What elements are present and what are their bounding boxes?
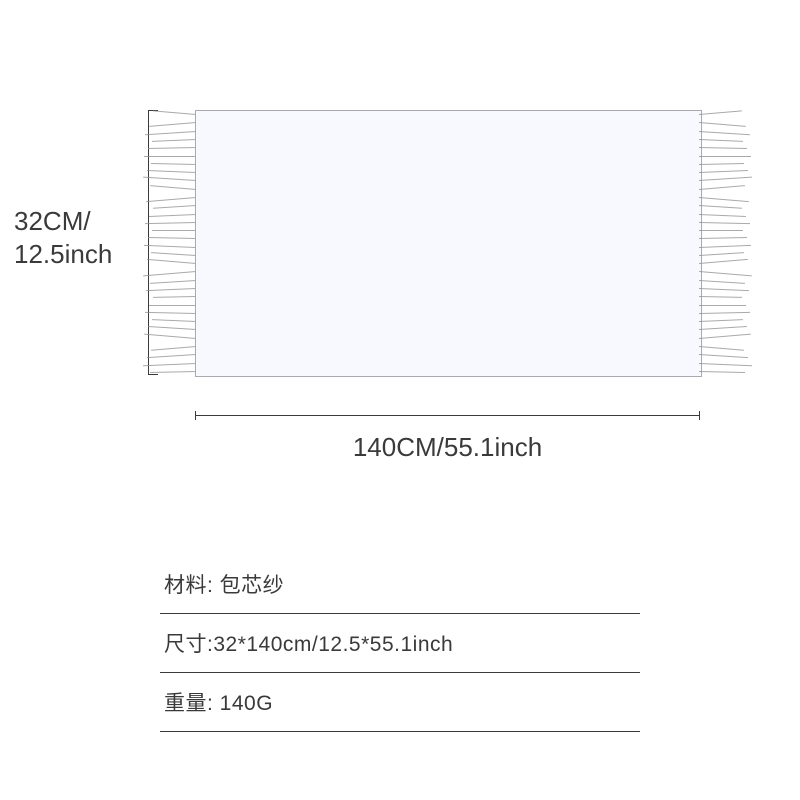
scarf-fringe-right	[699, 110, 747, 375]
spec-key: 尺寸:	[164, 633, 213, 656]
height-dimension-label: 32CM/ 12.5inch	[14, 205, 144, 270]
height-dimension-line	[148, 110, 149, 375]
height-line2: 12.5inch	[14, 239, 112, 269]
scarf-fringe-left	[148, 110, 196, 375]
width-dimension-label: 140CM/55.1inch	[195, 432, 700, 463]
spec-value: 140G	[220, 692, 273, 715]
spec-table: 材料: 包芯纱 尺寸:32*140cm/12.5*55.1inch 重量: 14…	[160, 555, 640, 732]
scarf-body	[195, 110, 702, 377]
spec-value: 包芯纱	[220, 574, 285, 597]
spec-key: 材料:	[164, 574, 220, 597]
height-line1: 32CM/	[14, 206, 91, 236]
spec-row-weight: 重量: 140G	[160, 673, 640, 732]
spec-value: 32*140cm/12.5*55.1inch	[213, 633, 453, 656]
spec-row-size: 尺寸:32*140cm/12.5*55.1inch	[160, 614, 640, 673]
spec-key: 重量:	[164, 692, 220, 715]
spec-row-material: 材料: 包芯纱	[160, 555, 640, 614]
product-size-infographic: 32CM/ 12.5inch 140CM/55.1inch 材料: 包芯纱 尺寸…	[0, 0, 800, 800]
width-dimension-line	[195, 415, 700, 416]
scarf-diagram	[160, 110, 735, 375]
